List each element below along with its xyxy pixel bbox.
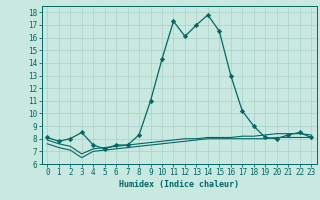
X-axis label: Humidex (Indice chaleur): Humidex (Indice chaleur)	[119, 180, 239, 189]
